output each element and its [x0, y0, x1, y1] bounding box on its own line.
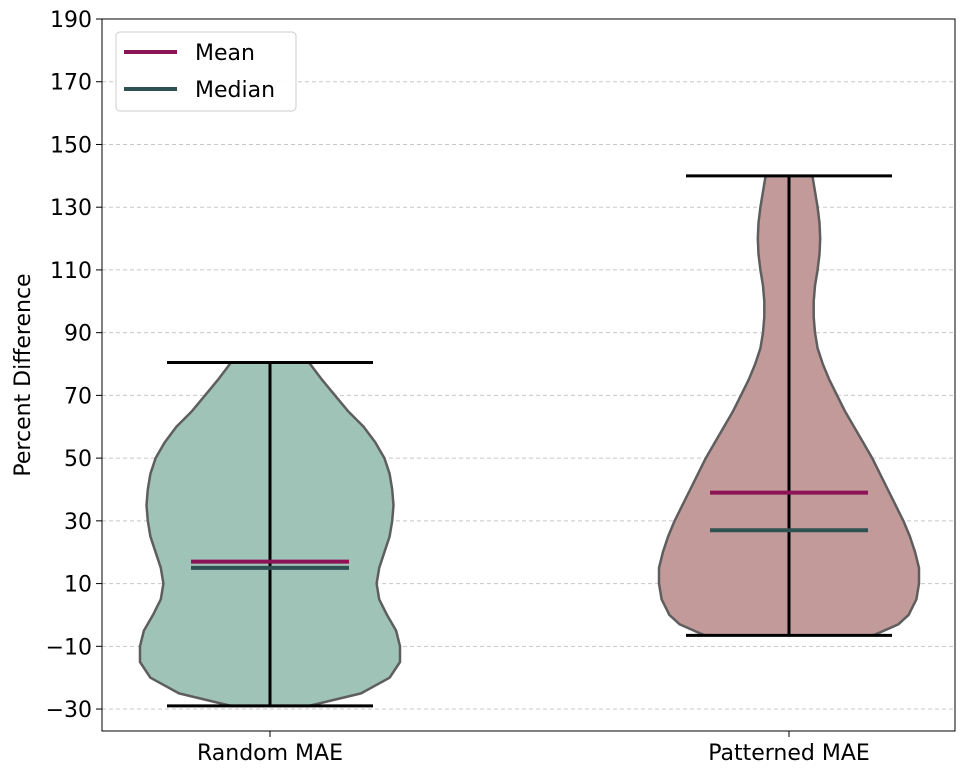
violin-patterned-mae [657, 174, 921, 637]
y-tick-label: −30 [46, 698, 92, 723]
x-tick-label: Patterned MAE [708, 741, 870, 766]
y-tick-label: 170 [50, 71, 92, 96]
y-tick-label: 150 [50, 133, 92, 158]
y-tick-label: 30 [64, 510, 92, 535]
y-tick-label: 50 [64, 447, 92, 472]
legend: Mean Median [115, 31, 297, 112]
y-tick-label: 90 [64, 322, 92, 347]
y-tick-label: 130 [50, 196, 92, 221]
legend-label: Mean [195, 41, 255, 66]
plot-frame [101, 18, 956, 732]
violin-random-mae [138, 360, 402, 708]
x-tick-label: Random MAE [197, 741, 343, 766]
violins [138, 174, 921, 708]
x-axis-ticks: Random MAE Patterned MAE [197, 731, 870, 766]
y-tick-label: 110 [50, 259, 92, 284]
y-axis-ticks: −30 −10 10 30 50 70 90 110 130 150 170 190 [46, 8, 102, 723]
y-axis-title: Percent Difference [11, 273, 36, 476]
y-tick-label: 10 [64, 573, 92, 598]
y-tick-label: −10 [46, 635, 92, 660]
y-tick-label: 190 [50, 8, 92, 33]
legend-label: Median [195, 78, 275, 103]
y-tick-label: 70 [64, 384, 92, 409]
